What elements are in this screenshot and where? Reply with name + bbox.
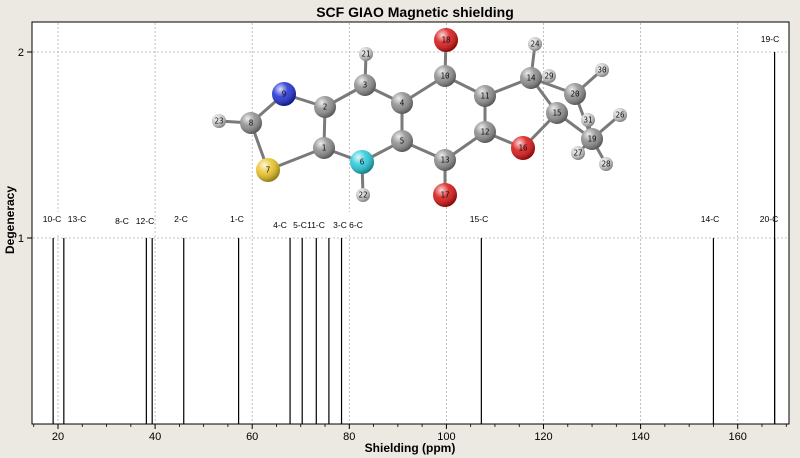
atom-number: 15 xyxy=(552,109,561,118)
atom-number: 3 xyxy=(363,81,368,90)
atom-number: 20 xyxy=(570,90,580,99)
peak-label: 14-C xyxy=(701,214,719,224)
atom-shading xyxy=(599,157,613,171)
atom-shading xyxy=(350,150,374,174)
chart-title: SCF GIAO Magnetic shielding xyxy=(316,4,514,20)
atom-number: 9 xyxy=(282,90,287,99)
peak-labels: 10-C 13-C 8-C 12-C 2-C 1-C 4-C 5-C 11-C 3-C 6-C 15-… xyxy=(38,34,779,233)
x-axis-ticks: 20 40 60 80 100 120 140 160 xyxy=(33,424,787,443)
atom-shading xyxy=(571,146,585,160)
atom-number: 23 xyxy=(214,117,223,126)
x-tick-label: 40 xyxy=(149,431,161,443)
atom-number: 1 xyxy=(322,144,327,153)
atom-number: 8 xyxy=(249,119,254,128)
atom-number: 2 xyxy=(323,103,328,112)
atom-shading xyxy=(434,28,458,52)
atom-shading xyxy=(434,65,456,87)
peak-label: 15-C xyxy=(470,214,488,224)
atom-number: 5 xyxy=(400,137,405,146)
peak-label: 8-C xyxy=(115,216,129,226)
y-tick-label: 1 xyxy=(18,233,24,245)
atom-number: 17 xyxy=(440,191,449,200)
atom-shading xyxy=(474,121,496,143)
peak-label: 13-C xyxy=(68,214,86,224)
atom-shading xyxy=(240,112,262,134)
atom-shading xyxy=(391,130,413,152)
atom-shading xyxy=(520,67,542,89)
atom-shading xyxy=(581,128,603,150)
atom-number: 14 xyxy=(526,74,536,83)
atom-number: 27 xyxy=(573,149,582,158)
y-axis-label: Degeneracy xyxy=(3,186,17,254)
atom-number: 24 xyxy=(530,40,540,49)
atom-shading xyxy=(313,137,335,159)
peak-label: 11-C xyxy=(307,220,325,230)
x-tick-label: 60 xyxy=(246,431,258,443)
atom-shading xyxy=(354,74,376,96)
atom-number: 22 xyxy=(358,191,367,200)
peak-lines xyxy=(52,52,776,424)
atom-shading xyxy=(256,158,280,182)
atom-shading xyxy=(511,136,535,160)
x-tick-label: 160 xyxy=(729,431,747,443)
peak-label-backdrop xyxy=(262,212,410,233)
atom-number: 31 xyxy=(583,116,592,125)
atom-number: 30 xyxy=(597,66,607,75)
atom-shading xyxy=(314,96,336,118)
atom-number: 21 xyxy=(361,50,370,59)
peak-label: 2-C xyxy=(174,214,188,224)
x-tick-label: 20 xyxy=(52,431,64,443)
atom-shading xyxy=(434,149,456,171)
atom-shading xyxy=(581,113,595,127)
atom-number: 29 xyxy=(544,72,553,81)
x-axis-label: Shielding (ppm) xyxy=(365,441,456,455)
x-tick-label: 100 xyxy=(437,431,455,443)
x-tick-label: 140 xyxy=(631,431,649,443)
peak-label: 19-C xyxy=(761,34,779,44)
atom-number: 19 xyxy=(587,135,596,144)
peak-label: 12-C xyxy=(136,216,154,226)
y-axis-ticks: 12 xyxy=(18,47,32,245)
peak-label: 4-C xyxy=(273,220,287,230)
peak-label: 3-C xyxy=(333,220,347,230)
atom-shading xyxy=(433,183,457,207)
atom-number: 18 xyxy=(441,36,451,45)
atom-number: 26 xyxy=(615,111,625,120)
y-tick-label: 2 xyxy=(18,47,24,59)
atom-number: 7 xyxy=(266,166,271,175)
atom-number: 13 xyxy=(440,156,449,165)
peak-label: 20-C xyxy=(760,214,778,224)
plot-area xyxy=(31,21,790,425)
x-tick-label: 120 xyxy=(534,431,552,443)
atom-shading xyxy=(595,63,609,77)
peak-label: 10-C xyxy=(43,214,61,224)
peak-label: 1-C xyxy=(230,214,244,224)
atom-shading xyxy=(542,69,556,83)
atom-number: 16 xyxy=(518,144,528,153)
atom-shading xyxy=(356,188,370,202)
peak-label-backdrop xyxy=(38,212,102,233)
peak-label: 6-C xyxy=(349,220,363,230)
x-tick-label: 80 xyxy=(343,431,355,443)
atom-shading xyxy=(212,114,226,128)
atom-shading xyxy=(613,108,627,122)
atom-number: 6 xyxy=(360,158,365,167)
atom-shading xyxy=(528,37,542,51)
atom-number: 28 xyxy=(601,160,611,169)
molecule-structure: 2122232426272829303112345810111213141519… xyxy=(212,28,627,207)
peak-label: 5-C xyxy=(293,220,307,230)
atom-shading xyxy=(564,83,586,105)
atom-number: 10 xyxy=(440,72,450,81)
atom-number: 12 xyxy=(480,128,489,137)
atom-number: 4 xyxy=(400,99,405,108)
atom-shading xyxy=(272,82,296,106)
atom-shading xyxy=(546,102,568,124)
atom-shading xyxy=(359,47,373,61)
atom-shading xyxy=(474,85,496,107)
atom-shading xyxy=(391,92,413,114)
atom-number: 11 xyxy=(480,92,489,101)
